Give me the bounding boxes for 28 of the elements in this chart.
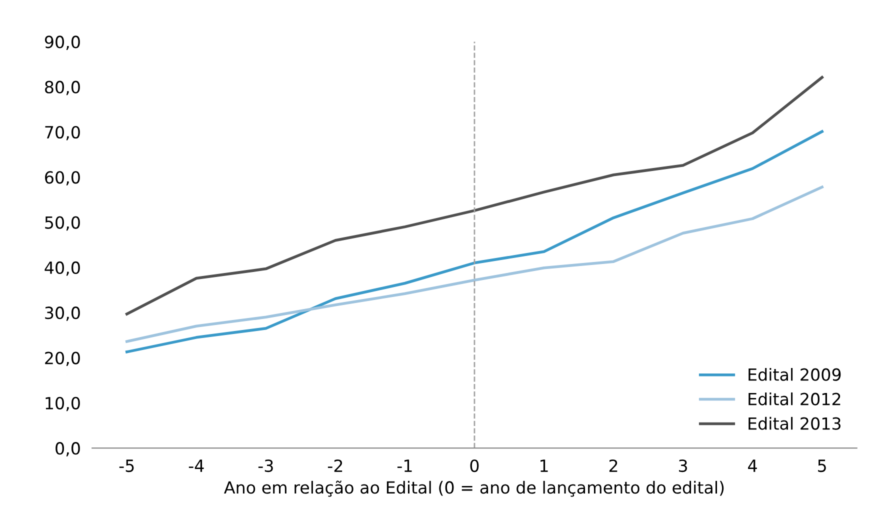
- y-tick-label: 40,0: [44, 261, 80, 276]
- x-tick-label: -2: [328, 459, 342, 472]
- x-tick-label: 0: [470, 459, 479, 472]
- x-tick-label: -5: [119, 460, 134, 472]
- x-tick-label: 5: [818, 460, 826, 472]
- x-tick-label: 2: [609, 459, 618, 472]
- y-tick-label: 0,0: [56, 442, 80, 456]
- legend-label: Edital 2012: [748, 392, 840, 406]
- x-tick-label: -4: [188, 460, 204, 472]
- y-tick-label: 80,0: [45, 80, 80, 96]
- y-tick-label: 50,0: [45, 216, 80, 231]
- y-tick-label: 10,0: [46, 396, 80, 412]
- y-tick-label: 70,0: [45, 126, 80, 140]
- line-series: [125, 186, 824, 343]
- y-tick-label: 30,0: [45, 306, 80, 321]
- x-axis-title: Ano em relação ao Edital (0 = ano de lançamento do edital): [224, 480, 724, 497]
- y-tick-label: 20,0: [45, 352, 80, 366]
- y-tick-label: 90,0: [44, 36, 80, 50]
- legend-label: Edital 2013: [748, 416, 840, 430]
- line-series: [125, 130, 824, 354]
- line-series: [125, 76, 824, 316]
- x-tick-label: -3: [258, 459, 273, 472]
- legend-label: Edital 2009: [748, 368, 841, 381]
- x-tick-label: -1: [397, 460, 412, 472]
- x-tick-label: 4: [748, 460, 757, 472]
- x-tick-label: 1: [540, 460, 548, 472]
- y-tick-label: 60,0: [45, 171, 80, 186]
- x-tick-label: 3: [679, 459, 687, 472]
